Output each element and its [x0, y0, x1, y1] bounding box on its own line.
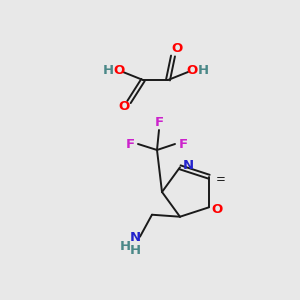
- Text: F: F: [154, 116, 164, 130]
- Text: H: H: [119, 240, 130, 253]
- Text: N: N: [129, 231, 140, 244]
- Text: H: H: [102, 64, 114, 76]
- Text: O: O: [113, 64, 124, 76]
- Text: =: =: [216, 173, 226, 186]
- Text: O: O: [118, 100, 130, 113]
- Text: F: F: [178, 137, 188, 151]
- Text: N: N: [182, 159, 194, 172]
- Text: H: H: [129, 244, 140, 257]
- Text: O: O: [212, 203, 223, 216]
- Text: H: H: [197, 64, 208, 76]
- Text: O: O: [186, 64, 198, 76]
- Text: O: O: [171, 43, 183, 56]
- Text: F: F: [125, 137, 135, 151]
